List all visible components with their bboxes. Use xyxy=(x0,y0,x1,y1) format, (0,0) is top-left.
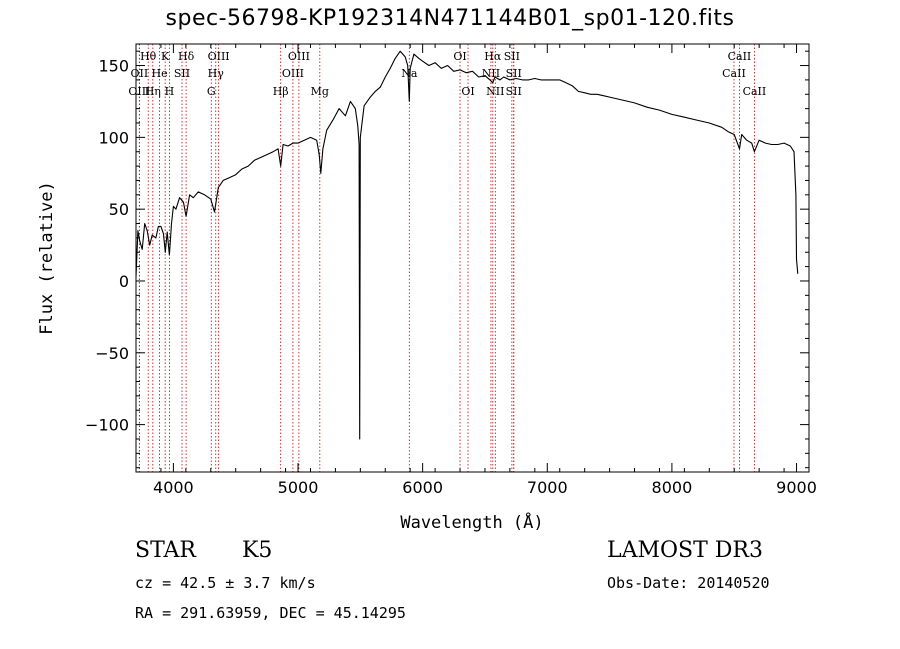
spectral-line-label: SII xyxy=(506,67,522,80)
spectral-line-label: Hγ xyxy=(208,67,225,80)
spectral-line-label: H xyxy=(165,85,175,98)
object-class: STAR xyxy=(135,538,196,563)
spectral-line-label: OIII xyxy=(208,50,230,63)
spectral-line-label: OIII xyxy=(288,50,310,63)
y-tick-label: −100 xyxy=(85,416,129,435)
spectral-line-label: He xyxy=(152,67,168,80)
spectral-line-label: SII xyxy=(504,50,520,63)
y-axis-label: Flux (relative) xyxy=(37,181,57,335)
x-axis-label: Wavelength (Å) xyxy=(400,511,543,533)
spectrum-series xyxy=(135,50,799,440)
y-tick-label: 100 xyxy=(98,128,129,147)
spectral-line-labels: Hθ OII OIII K He Hη Hδ SII H OIII Hγ G Hβ OIII OIII Mg N… xyxy=(128,50,766,98)
x-tick-label: 5000 xyxy=(278,478,319,497)
spectral-line-label: OII xyxy=(131,67,149,80)
chart-title: spec-56798-KP192314N471144B01_sp01-120.f… xyxy=(165,6,735,31)
spectrum-line xyxy=(135,50,799,440)
spectral-line-markers xyxy=(138,44,755,472)
y-tick-label: 50 xyxy=(109,200,129,219)
spectral-line-label: OI xyxy=(453,50,466,63)
spectral-line-label: Hη xyxy=(145,85,161,98)
spectral-line-label: OIII xyxy=(128,85,150,98)
y-tick-label: −50 xyxy=(95,344,129,363)
survey-name: LAMOST DR3 xyxy=(607,538,763,563)
spectral-line-label: NII xyxy=(486,85,504,98)
spectral-line-label: SII xyxy=(506,85,522,98)
x-tick-label: 7000 xyxy=(527,478,568,497)
x-tick-label: 8000 xyxy=(652,478,693,497)
spectral-line-label: OI xyxy=(461,85,474,98)
spectral-line-label: K xyxy=(161,50,170,63)
spectral-line-label: Mg xyxy=(311,85,329,98)
redshift-velocity: cz = 42.5 ± 3.7 km/s xyxy=(135,574,316,592)
axis-ticks: 4000 5000 6000 7000 8000 9000 −100 −50 0 50 100 150 xyxy=(85,44,817,497)
spectral-line-label: CaII xyxy=(722,67,746,80)
spectral-line-label: Hθ xyxy=(140,50,157,63)
sky-coordinates: RA = 291.63959, DEC = 45.14295 xyxy=(135,604,406,622)
y-tick-label: 0 xyxy=(119,272,129,291)
spectral-line-label: G xyxy=(207,85,216,98)
spectral-line-label: SII xyxy=(174,67,190,80)
spectral-line-label: Hβ xyxy=(273,85,289,98)
spectral-line-label: CaII xyxy=(743,85,767,98)
object-subclass: K5 xyxy=(242,538,273,563)
spectral-line-label: Hδ xyxy=(178,50,195,63)
spectral-line-label: OIII xyxy=(282,67,304,80)
spectral-line-label: CaII xyxy=(728,50,752,63)
x-tick-label: 4000 xyxy=(153,478,194,497)
x-tick-label: 9000 xyxy=(776,478,817,497)
y-tick-label: 150 xyxy=(98,57,129,76)
plot-frame xyxy=(135,43,810,473)
observation-date: Obs-Date: 20140520 xyxy=(607,574,770,592)
spectral-line-label: Hα xyxy=(484,50,502,63)
x-tick-label: 6000 xyxy=(402,478,443,497)
